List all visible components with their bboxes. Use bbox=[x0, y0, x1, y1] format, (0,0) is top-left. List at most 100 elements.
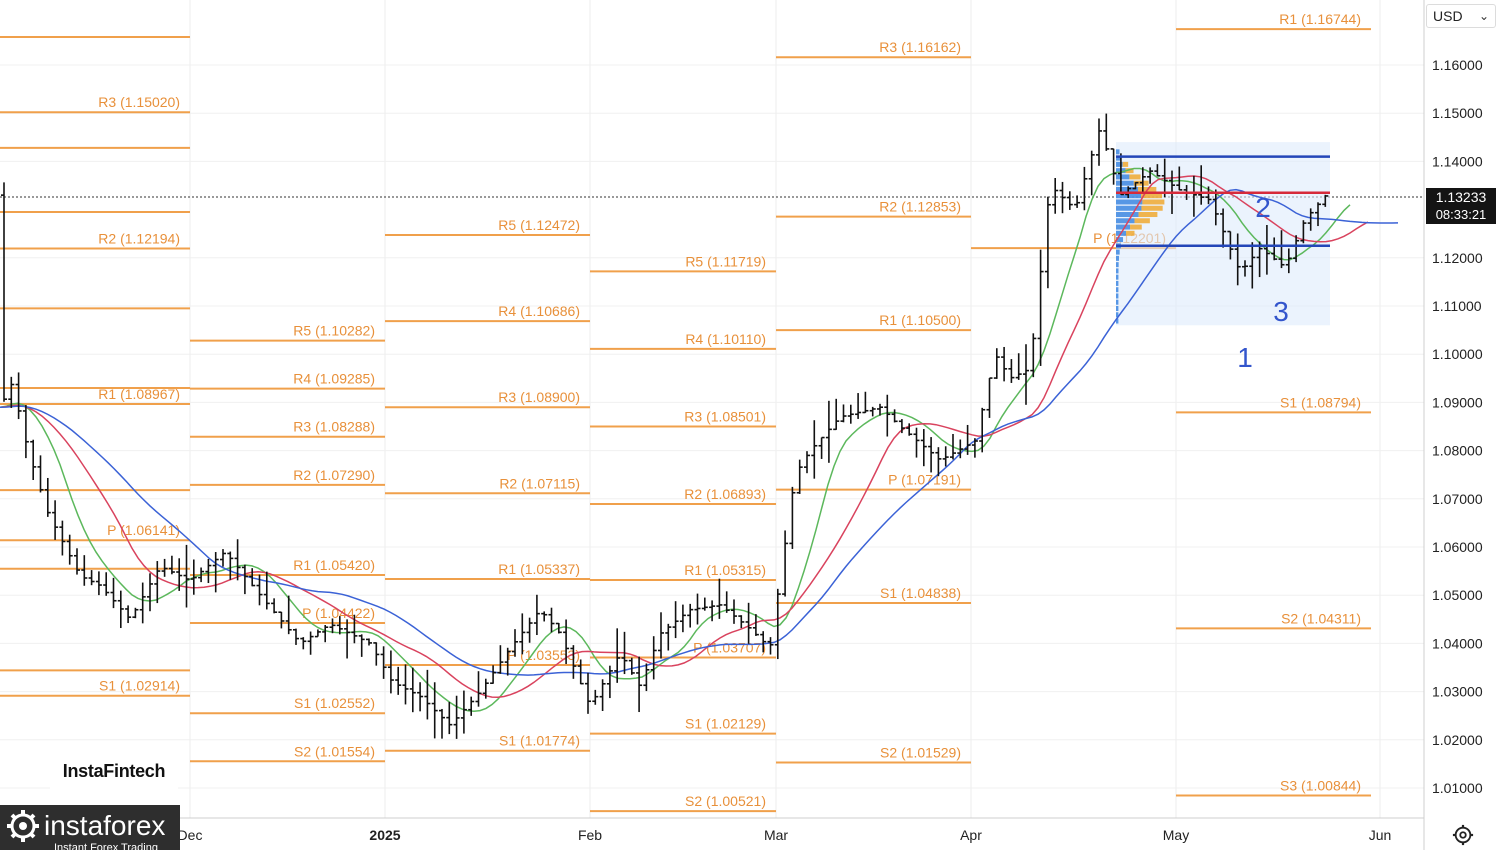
pivot-label: P (1.06141) bbox=[107, 522, 180, 538]
profile-bar bbox=[1116, 174, 1130, 180]
profile-bar bbox=[1116, 293, 1119, 299]
instaforex-brand: instaforex Instant Forex Trading bbox=[0, 805, 180, 854]
profile-bar bbox=[1134, 218, 1150, 224]
profile-bar bbox=[1138, 212, 1158, 218]
profile-bar bbox=[1126, 230, 1135, 236]
pivot-label: R3 (1.15020) bbox=[98, 94, 180, 110]
profile-bar bbox=[1116, 180, 1134, 186]
profile-bar bbox=[1116, 287, 1119, 293]
price-tick-label: 1.09000 bbox=[1432, 394, 1483, 410]
instafintech-logo: InstaFintech bbox=[50, 752, 178, 790]
profile-bar bbox=[1116, 306, 1119, 311]
pivot-levels: R3 (1.15020) R2 (1.12194) R1 (1.08967) P (1… bbox=[0, 11, 1424, 813]
price-tick-label: 1.06000 bbox=[1432, 539, 1483, 555]
profile-bar bbox=[1116, 274, 1119, 280]
price-tick-label: 1.12000 bbox=[1432, 250, 1483, 266]
pivot-label: R5 (1.10282) bbox=[293, 323, 375, 339]
profile-bar bbox=[1141, 193, 1163, 199]
price-tick-label: 1.02000 bbox=[1432, 732, 1483, 748]
pivot-label: R2 (1.07115) bbox=[499, 475, 580, 491]
price-axis-bg bbox=[1424, 0, 1500, 850]
pivot-label: S3 (1.00844) bbox=[1280, 778, 1361, 794]
pivot-label: S1 (1.08794) bbox=[1280, 394, 1361, 410]
currency-select[interactable]: USD ⌄ bbox=[1426, 4, 1496, 28]
pivot-label: R1 (1.10500) bbox=[879, 312, 961, 328]
pivot-label: S1 (1.04838) bbox=[880, 585, 961, 601]
time-tick-label: Feb bbox=[578, 827, 602, 843]
price-tick-label: 1.03000 bbox=[1432, 684, 1483, 700]
pivot-label: R3 (1.08501) bbox=[684, 408, 766, 424]
pivot-label: S2 (1.01554) bbox=[294, 743, 375, 759]
time-tick-label: May bbox=[1163, 827, 1189, 843]
chevron-down-icon: ⌄ bbox=[1478, 9, 1489, 23]
pivot-label: R1 (1.05420) bbox=[293, 557, 375, 573]
logo-text: InstaFintech bbox=[62, 760, 166, 781]
pivot-label: S2 (1.00521) bbox=[685, 793, 766, 809]
time-tick-label: Jun bbox=[1369, 827, 1392, 843]
brand-name: instaforex bbox=[44, 810, 166, 841]
brand-gear-icon bbox=[7, 810, 39, 842]
profile-bar bbox=[1116, 161, 1123, 167]
pivot-label: R4 (1.10110) bbox=[685, 331, 766, 347]
profile-bar bbox=[1116, 199, 1143, 205]
profile-bar bbox=[1116, 299, 1119, 305]
profile-bar bbox=[1116, 262, 1119, 268]
time-tick-label: 2025 bbox=[369, 827, 400, 843]
pivot-label: R2 (1.12194) bbox=[98, 230, 180, 246]
ohlc-bars bbox=[1, 113, 1329, 739]
pivot-label: S1 (1.02552) bbox=[294, 695, 375, 711]
pivot-label: R3 (1.08288) bbox=[293, 419, 375, 435]
brand-tagline: Instant Forex Trading bbox=[54, 842, 158, 854]
wave-label: 2 bbox=[1255, 192, 1271, 223]
profile-bar bbox=[1129, 174, 1141, 180]
profile-bar bbox=[1125, 168, 1134, 174]
pivot-label: R1 (1.16744) bbox=[1279, 11, 1361, 27]
price-tick-label: 1.16000 bbox=[1432, 57, 1483, 73]
time-tick-label: Dec bbox=[178, 827, 203, 843]
profile-bar bbox=[1116, 186, 1139, 192]
pivot-label: R1 (1.08967) bbox=[98, 386, 180, 402]
price-tick-label: 1.07000 bbox=[1432, 491, 1483, 507]
price-tick-label: 1.08000 bbox=[1432, 443, 1483, 459]
profile-overlay: 1 2 3 bbox=[1116, 155, 1330, 373]
ma-mid-line bbox=[0, 175, 1369, 699]
profile-bar bbox=[1116, 205, 1142, 211]
profile-bar bbox=[1116, 155, 1121, 161]
profile-bar bbox=[1116, 218, 1135, 224]
pivot-label: S2 (1.04311) bbox=[1281, 610, 1361, 626]
price-tick-label: 1.14000 bbox=[1432, 153, 1483, 169]
currency-label: USD bbox=[1433, 8, 1463, 24]
pivot-label: R3 (1.16162) bbox=[879, 39, 961, 55]
profile-bar bbox=[1122, 161, 1129, 167]
pivot-label: R5 (1.12472) bbox=[498, 217, 580, 233]
profile-bar bbox=[1116, 280, 1119, 286]
wave-label: 3 bbox=[1273, 296, 1289, 327]
ma-slow-line bbox=[0, 188, 1399, 676]
pivot-label: S1 (1.02914) bbox=[99, 678, 180, 694]
price-tick-label: 1.11000 bbox=[1432, 298, 1482, 314]
profile-bar bbox=[1142, 199, 1165, 205]
profile-bar bbox=[1116, 268, 1119, 274]
pivot-label: R1 (1.05337) bbox=[498, 561, 580, 577]
pivot-label: S2 (1.01529) bbox=[880, 745, 961, 761]
profile-bar bbox=[1116, 255, 1119, 261]
settings-icon[interactable] bbox=[1452, 824, 1474, 846]
pivot-label: S1 (1.02129) bbox=[685, 716, 766, 732]
profile-bar bbox=[1116, 312, 1119, 318]
profile-bar bbox=[1130, 224, 1142, 230]
wave-label: 1 bbox=[1237, 342, 1253, 373]
pivot-label: R2 (1.12853) bbox=[879, 199, 961, 215]
profile-bar bbox=[1116, 318, 1119, 324]
bar-countdown: 08:33:21 bbox=[1435, 207, 1487, 222]
profile-bar bbox=[1141, 205, 1163, 211]
price-tick-label: 1.04000 bbox=[1432, 635, 1483, 651]
current-price: 1.13233 bbox=[1435, 189, 1487, 205]
pivot-label: P (1.03553) bbox=[507, 647, 580, 663]
moving-averages bbox=[0, 167, 1399, 713]
pivot-label: R4 (1.09285) bbox=[293, 371, 375, 387]
profile-bar bbox=[1116, 237, 1124, 243]
profile-bar bbox=[1116, 149, 1120, 155]
profile-bar bbox=[1116, 212, 1139, 218]
